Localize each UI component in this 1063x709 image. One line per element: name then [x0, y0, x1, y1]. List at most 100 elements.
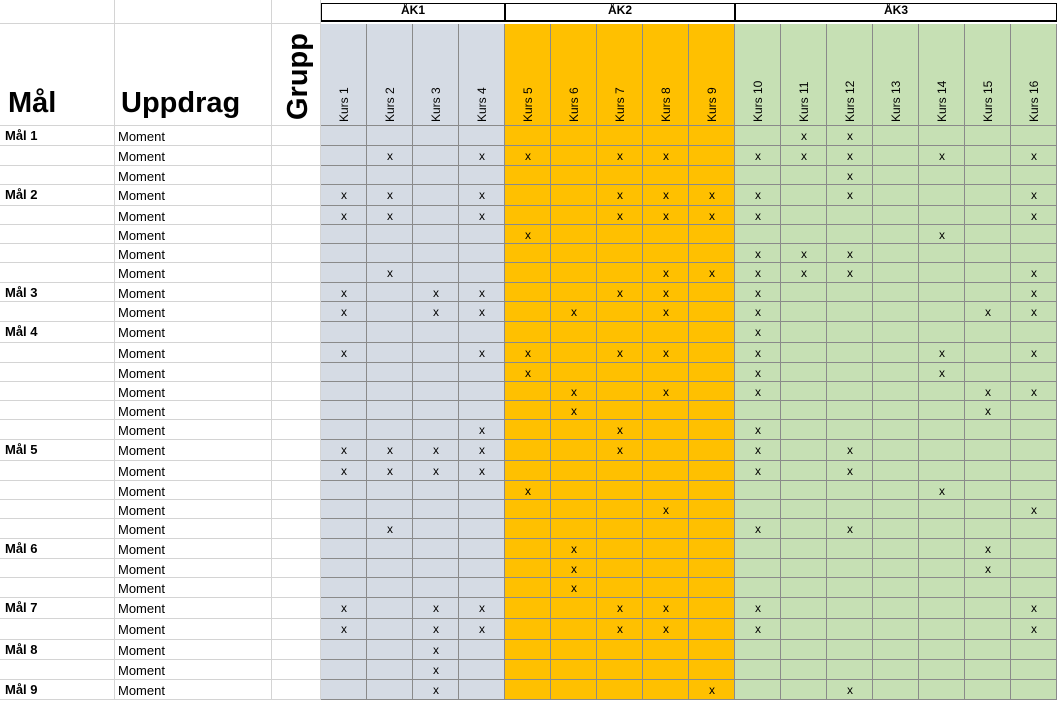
- course-cell[interactable]: [735, 263, 781, 283]
- course-cell[interactable]: [367, 185, 413, 206]
- course-cell[interactable]: [827, 382, 873, 401]
- course-cell[interactable]: [597, 401, 643, 420]
- goal-cell[interactable]: [0, 126, 115, 146]
- course-cell[interactable]: [367, 660, 413, 680]
- course-cell[interactable]: [781, 440, 827, 461]
- course-cell[interactable]: [873, 225, 919, 244]
- course-header-cell[interactable]: [735, 24, 781, 126]
- course-cell[interactable]: [965, 146, 1011, 166]
- course-cell[interactable]: [413, 481, 459, 500]
- group-cell[interactable]: [272, 225, 321, 244]
- course-cell[interactable]: [321, 578, 367, 598]
- course-cell[interactable]: [459, 166, 505, 185]
- course-cell[interactable]: [873, 185, 919, 206]
- course-cell[interactable]: [643, 382, 689, 401]
- course-cell[interactable]: [459, 126, 505, 146]
- course-cell[interactable]: [827, 578, 873, 598]
- course-cell[interactable]: [505, 302, 551, 322]
- course-cell[interactable]: [965, 578, 1011, 598]
- course-cell[interactable]: [551, 146, 597, 166]
- course-cell[interactable]: [367, 539, 413, 559]
- course-cell[interactable]: [689, 578, 735, 598]
- course-cell[interactable]: [873, 166, 919, 185]
- course-cell[interactable]: [873, 559, 919, 578]
- course-cell[interactable]: [459, 225, 505, 244]
- course-cell[interactable]: [505, 640, 551, 660]
- course-cell[interactable]: [689, 420, 735, 440]
- course-cell[interactable]: [965, 302, 1011, 322]
- course-cell[interactable]: [1011, 382, 1057, 401]
- course-cell[interactable]: [827, 146, 873, 166]
- course-cell[interactable]: [1011, 146, 1057, 166]
- header-cell-a[interactable]: [0, 24, 115, 126]
- course-cell[interactable]: [459, 206, 505, 225]
- course-cell[interactable]: [827, 660, 873, 680]
- course-cell[interactable]: [873, 322, 919, 343]
- course-cell[interactable]: [597, 126, 643, 146]
- course-cell[interactable]: [551, 401, 597, 420]
- course-cell[interactable]: [459, 519, 505, 539]
- course-cell[interactable]: [505, 382, 551, 401]
- task-cell[interactable]: [115, 598, 272, 619]
- course-cell[interactable]: [781, 185, 827, 206]
- course-cell[interactable]: [413, 166, 459, 185]
- course-cell[interactable]: [413, 440, 459, 461]
- course-cell[interactable]: [413, 126, 459, 146]
- task-cell[interactable]: [115, 539, 272, 559]
- course-cell[interactable]: [551, 166, 597, 185]
- course-cell[interactable]: [919, 302, 965, 322]
- course-cell[interactable]: [689, 401, 735, 420]
- goal-cell[interactable]: [0, 343, 115, 363]
- course-cell[interactable]: [919, 322, 965, 343]
- course-cell[interactable]: [321, 440, 367, 461]
- group-cell[interactable]: [272, 146, 321, 166]
- course-cell[interactable]: [505, 660, 551, 680]
- course-cell[interactable]: [551, 263, 597, 283]
- course-cell[interactable]: [1011, 578, 1057, 598]
- group-cell[interactable]: [272, 578, 321, 598]
- goal-cell[interactable]: [0, 420, 115, 440]
- course-cell[interactable]: [321, 461, 367, 481]
- course-cell[interactable]: [689, 244, 735, 263]
- course-cell[interactable]: [965, 263, 1011, 283]
- goal-cell[interactable]: [0, 363, 115, 382]
- course-cell[interactable]: [643, 283, 689, 302]
- task-cell[interactable]: [115, 481, 272, 500]
- course-cell[interactable]: [597, 420, 643, 440]
- goal-cell[interactable]: [0, 660, 115, 680]
- goal-cell[interactable]: [0, 640, 115, 660]
- course-cell[interactable]: [321, 401, 367, 420]
- course-cell[interactable]: [919, 500, 965, 519]
- goal-cell[interactable]: [0, 206, 115, 225]
- course-cell[interactable]: [551, 126, 597, 146]
- course-cell[interactable]: [827, 322, 873, 343]
- course-cell[interactable]: [735, 598, 781, 619]
- task-cell[interactable]: [115, 680, 272, 700]
- goal-cell[interactable]: [0, 598, 115, 619]
- course-cell[interactable]: [689, 206, 735, 225]
- course-cell[interactable]: [597, 382, 643, 401]
- course-cell[interactable]: [919, 363, 965, 382]
- goal-cell[interactable]: [0, 302, 115, 322]
- course-cell[interactable]: [459, 500, 505, 519]
- course-cell[interactable]: [505, 578, 551, 598]
- course-cell[interactable]: [965, 519, 1011, 539]
- course-cell[interactable]: [965, 185, 1011, 206]
- course-cell[interactable]: [643, 185, 689, 206]
- task-cell[interactable]: [115, 660, 272, 680]
- course-cell[interactable]: [781, 225, 827, 244]
- course-cell[interactable]: [459, 440, 505, 461]
- course-cell[interactable]: [919, 519, 965, 539]
- course-cell[interactable]: [643, 481, 689, 500]
- course-cell[interactable]: [367, 225, 413, 244]
- course-cell[interactable]: [367, 640, 413, 660]
- course-cell[interactable]: [827, 401, 873, 420]
- task-cell[interactable]: [115, 244, 272, 263]
- course-cell[interactable]: [413, 539, 459, 559]
- course-cell[interactable]: [597, 559, 643, 578]
- course-cell[interactable]: [689, 283, 735, 302]
- goal-cell[interactable]: [0, 401, 115, 420]
- course-cell[interactable]: [413, 382, 459, 401]
- goal-cell[interactable]: [0, 322, 115, 343]
- course-cell[interactable]: [873, 640, 919, 660]
